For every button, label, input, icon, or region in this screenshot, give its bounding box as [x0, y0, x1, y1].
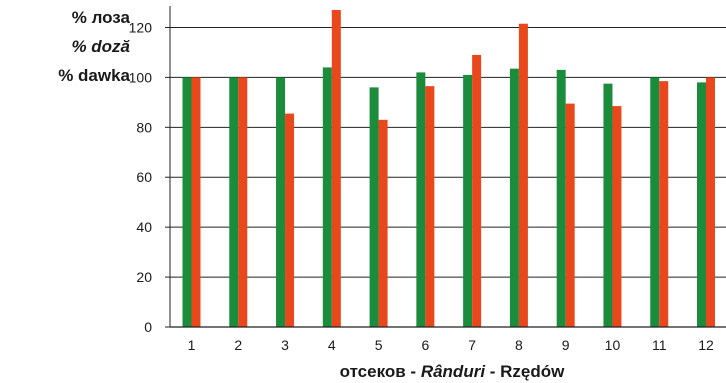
x-tick-label: 6 — [421, 337, 429, 353]
bar-series-1 — [556, 69, 566, 327]
bar-series-2 — [191, 77, 201, 327]
bar-series-2 — [706, 77, 715, 327]
bar-series-2 — [518, 23, 528, 328]
x-tick-label: 2 — [234, 337, 242, 353]
x-tick-label: 9 — [562, 337, 570, 353]
bar-series-1 — [650, 77, 660, 327]
bar-series-1 — [369, 87, 379, 327]
y-tick-label: 80 — [136, 119, 152, 135]
y-tick-labels: 0 20 40 60 80 100 120 — [129, 19, 153, 335]
x-tick-label: 3 — [281, 337, 289, 353]
y-tick-label: 40 — [136, 219, 152, 235]
x-tick-label: 10 — [605, 337, 621, 353]
y-axis-label-line-1: % лоза — [72, 8, 131, 27]
y-tick-label: 20 — [136, 269, 152, 285]
bar-series-2 — [285, 113, 295, 328]
x-tick-label: 4 — [328, 337, 336, 353]
bar-series-2 — [659, 81, 669, 328]
x-tick-label: 7 — [468, 337, 476, 353]
bar-series-1 — [276, 77, 286, 327]
gridlines — [170, 26, 726, 278]
x-axis-label: отсеков - Rânduri - Rzędów — [340, 362, 566, 381]
y-tick-label: 60 — [136, 169, 152, 185]
x-axis-label-part-1: отсеков - — [340, 362, 421, 381]
y-axis-label-line-2: % doză — [71, 37, 130, 56]
bar-series-2 — [331, 10, 341, 327]
bar-series-1 — [463, 74, 473, 327]
y-tick-label: 100 — [129, 69, 153, 85]
x-tick-labels: 1 2 3 4 5 6 7 8 9 10 11 12 — [188, 337, 714, 353]
x-axis-label-part-3: - Rzędów — [485, 362, 565, 381]
bars — [182, 10, 715, 328]
y-tick-label: 0 — [144, 319, 152, 335]
x-tick-label: 1 — [188, 337, 196, 353]
bar-series-1 — [182, 77, 192, 327]
y-tick-label: 120 — [129, 19, 153, 35]
x-tick-label: 8 — [515, 337, 523, 353]
y-axis-label-line-3: % dawka — [58, 66, 130, 85]
bar-series-1 — [697, 82, 706, 327]
bar-series-2 — [425, 86, 435, 328]
bar-series-1 — [229, 77, 239, 327]
bar-series-2 — [565, 103, 575, 328]
bar-series-2 — [472, 54, 482, 327]
bar-series-1 — [509, 68, 519, 328]
bar-series-1 — [322, 67, 332, 327]
bar-series-1 — [603, 83, 613, 328]
bar-series-1 — [416, 72, 426, 327]
bar-series-2 — [612, 106, 622, 328]
x-tick-label: 5 — [375, 337, 383, 353]
bar-series-2 — [378, 119, 388, 327]
x-tick-label: 12 — [698, 337, 714, 353]
bar-series-2 — [238, 77, 248, 327]
x-tick-label: 11 — [652, 337, 667, 353]
x-axis-label-part-2: Rânduri — [421, 362, 487, 381]
axes — [165, 6, 726, 328]
